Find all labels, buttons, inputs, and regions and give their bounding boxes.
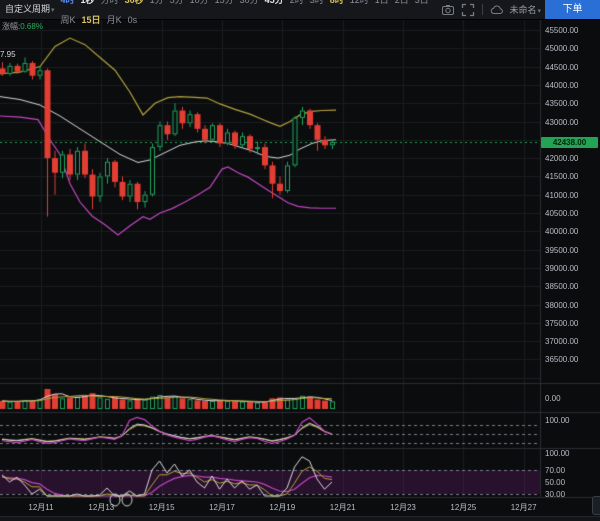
change-label: 涨幅: [2,22,21,31]
period-button-8时[interactable]: 8时 [327,0,347,5]
price-tick: 38000.00 [545,300,579,310]
period-button-3时[interactable]: 3时 [307,0,327,5]
period-button-2时[interactable]: 2时 [287,0,307,5]
price-tick: 44500.00 [545,62,579,72]
period-button-月K[interactable]: 月K [106,14,122,25]
custom-period-label: 自定义周期 [5,3,51,14]
date-tick: 12月13 [88,503,115,512]
price-tick: 39000.00 [545,263,579,273]
period-button-3日[interactable]: 3日 [412,0,432,5]
date-tick: 12月25 [450,503,477,512]
price-tick: 36500.00 [545,355,579,365]
volume-axis-tick: 0.00 [545,394,561,403]
cloud-save-icon[interactable] [490,3,504,17]
workspace-name: 未命名 [509,5,537,15]
price-tick: 40500.00 [545,209,579,218]
toolbar-divider [482,4,484,15]
price-tick: 37500.00 [545,318,579,328]
period-button-周K[interactable]: 周K [60,14,76,25]
period-button-list: 4时1秒分时30秒1分5分10分15分30分45分2时3时8时12时1日2日3日… [58,0,439,30]
period-button-2日[interactable]: 2日 [392,0,412,5]
toolbar-right-icons: 未命名▾ 下单 [438,0,600,19]
price-tick: 40000.00 [545,227,579,237]
change-value: 0.68% [20,22,43,31]
workspace-name-dropdown[interactable]: 未命名▾ [509,3,541,16]
period-button-12时[interactable]: 12时 [347,0,372,5]
price-tick: 39500.00 [545,245,579,255]
period-button-0s[interactable]: 0s [127,14,138,25]
date-tick: 12月27 [510,503,537,512]
price-tick: 41000.00 [545,190,579,200]
chart-area: 涨幅:0.68% 7.95 42438.00 45500.00 45000.00 4… [0,19,600,521]
kdj-axis-tick: 30.00 [545,490,566,499]
panel-collapse-tab[interactable] [592,496,600,515]
date-tick: 12月19 [269,503,296,512]
period-button-45分[interactable]: 45分 [262,0,287,5]
kdj-axis-tick: 50.00 [545,478,566,487]
period-button-30分[interactable]: 30分 [237,0,262,5]
date-tick: 12月15 [148,503,175,512]
date-tick: 12月21 [329,503,356,512]
screenshot-camera-icon[interactable] [441,3,455,17]
period-button-30秒[interactable]: 30秒 [122,0,147,5]
period-button-1日[interactable]: 1日 [372,0,392,5]
bottom-status-strip [0,516,600,521]
kdj-axis-tick: 70.00 [545,466,566,475]
place-order-button[interactable]: 下单 [545,0,600,19]
period-button-15分[interactable]: 15分 [212,0,237,5]
date-tick: 12月17 [209,503,235,512]
left-edge-price-label: 7.95 [0,50,16,59]
custom-period-dropdown[interactable]: 自定义周期▾ [0,0,58,20]
change-percent-readout: 涨幅:0.68% [2,21,43,32]
date-tick: 12月11 [28,503,54,512]
chevron-down-icon: ▾ [51,6,55,14]
period-toolbar: 自定义周期▾ 4时1秒分时30秒1分5分10分15分30分45分2时3时8时12… [0,0,600,25]
chart-canvas[interactable] [0,19,600,521]
price-tick: 41500.00 [545,172,579,182]
period-button-5分[interactable]: 5分 [167,0,187,5]
price-tick: 45500.00 [545,26,579,35]
price-tick: 44000.00 [545,80,579,90]
price-tick: 42000.00 [545,154,579,164]
fullscreen-icon[interactable] [461,3,475,17]
kdj-axis-tick: 100.00 [545,449,570,458]
period-button-1秒[interactable]: 1秒 [78,0,98,5]
price-tick: 45000.00 [545,44,579,54]
chevron-down-icon: ▾ [537,8,541,15]
period-button-1分[interactable]: 1分 [147,0,167,5]
period-button-4时[interactable]: 4时 [58,0,78,5]
price-tick: 38500.00 [545,282,579,292]
current-price-badge: 42438.00 [541,136,598,148]
period-button-10分[interactable]: 10分 [187,0,212,5]
wr-axis-tick: 100.00 [545,416,570,425]
date-tick: 12月23 [390,503,416,512]
period-button-分时[interactable]: 分时 [98,0,122,5]
price-tick: 43000.00 [545,117,579,127]
price-tick: 43500.00 [545,99,579,109]
period-button-15日[interactable]: 15日 [81,14,101,25]
price-tick: 37000.00 [545,337,579,347]
